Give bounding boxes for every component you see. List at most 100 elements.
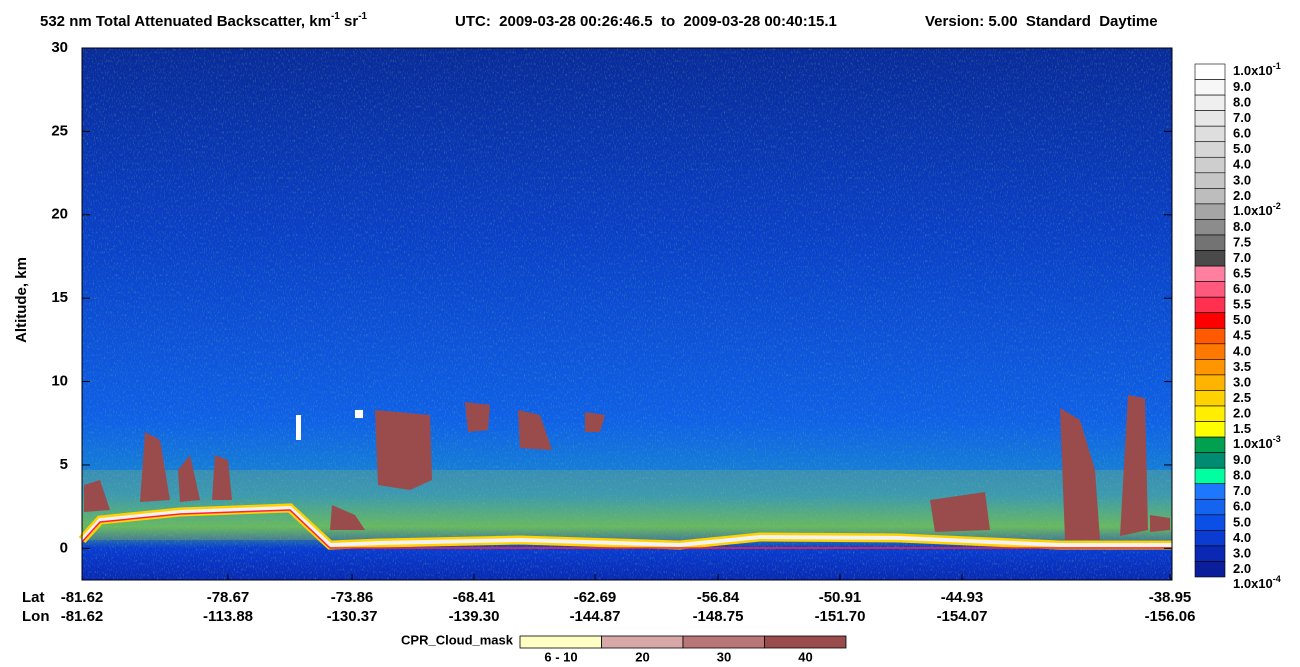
lon-tick-label: -139.30 [449, 608, 500, 625]
colorbar-label-base: 1.0x10 [1233, 576, 1273, 591]
colorbar-cell [1194, 483, 1226, 500]
colorbar-cell [1194, 405, 1226, 422]
colorbar-label: 7.0 [1233, 483, 1251, 498]
lon-tick-label: -113.88 [203, 608, 253, 625]
colorbar-cell [1194, 110, 1226, 127]
colorbar-label: 1.0x10-4 [1233, 574, 1281, 591]
lon-tick-label: -144.87 [570, 608, 621, 625]
colorbar-label: 7.0 [1233, 110, 1251, 125]
colorbar-label-sup: -4 [1273, 574, 1281, 584]
lat-tick-label: -50.91 [819, 589, 862, 606]
colorbar-cell [1194, 561, 1226, 578]
colorbar-cell [1194, 359, 1226, 376]
colorbar-cell [1194, 250, 1226, 267]
colorbar-cell [1194, 296, 1226, 314]
colorbar-label: 2.5 [1233, 390, 1251, 405]
mask-swatch [519, 635, 602, 649]
colorbar-label: 6.0 [1233, 281, 1251, 296]
colorbar-cell [1194, 141, 1226, 158]
colorbar-label: 4.0 [1233, 343, 1251, 358]
colorbar-label: 4.5 [1233, 328, 1251, 343]
lon-tick-label: -156.06 [1145, 608, 1196, 625]
colorbar-cell [1194, 374, 1226, 391]
mask-title: CPR_Cloud_mask [401, 632, 514, 647]
lat-tick-label: -68.41 [453, 589, 496, 606]
colorbar-cell [1194, 514, 1226, 531]
colorbar-label: 4.0 [1233, 530, 1251, 545]
colorbar-label: 1.0x10-1 [1233, 61, 1281, 78]
colorbar-cell [1194, 421, 1226, 438]
lat-tick-label: -81.62 [61, 589, 104, 606]
mask-label: 20 [635, 649, 649, 664]
colorbar-label: 9.0 [1233, 79, 1251, 94]
colorbar-label: 5.0 [1233, 141, 1251, 156]
colorbar-cell [1194, 234, 1226, 251]
colorbar-cell [1194, 498, 1226, 516]
colorbar-label: 2.0 [1233, 405, 1251, 420]
colorbar-cell [1194, 343, 1226, 360]
colorbar-cell [1194, 172, 1226, 189]
y-tick-label: 25 [51, 122, 68, 139]
colorbar-label: 5.0 [1233, 312, 1251, 327]
colorbar-cell [1194, 188, 1226, 205]
colorbar-label-sup: -2 [1273, 201, 1281, 211]
colorbar-label: 5.5 [1233, 297, 1251, 312]
y-tick-label: 5 [60, 456, 68, 473]
lon-tick-label: -130.37 [327, 608, 378, 625]
colorbar-label: 7.0 [1233, 250, 1251, 265]
plot-frame [81, 47, 1173, 581]
y-tick-label: 20 [51, 206, 68, 223]
colorbar-label-sup: -1 [1273, 61, 1281, 71]
colorbar-cell [1194, 63, 1226, 80]
lat-tick-label: -56.84 [697, 589, 740, 606]
colorbar-label: 3.0 [1233, 172, 1251, 187]
lon-label: Lon [22, 608, 50, 625]
y-tick-label: 0 [60, 539, 68, 556]
y-tick-label: 30 [51, 39, 68, 56]
colorbar-label: 1.0x10-2 [1233, 201, 1281, 218]
time-range: UTC: 2009-03-28 00:26:46.5 to 2009-03-28… [455, 13, 837, 30]
colorbar-label-base: 1.0x10 [1233, 63, 1273, 78]
colorbar-label-base: 1.0x10 [1233, 437, 1273, 452]
lat-tick-label: -62.69 [574, 589, 617, 606]
mask-label: 30 [717, 649, 731, 664]
chart-title: 532 nm Total Attenuated Backscatter, km-… [40, 11, 368, 30]
colorbar-cell [1194, 94, 1226, 111]
colorbar-label: 6.0 [1233, 499, 1251, 514]
mask-swatch [764, 635, 847, 649]
y-tick-label: 10 [51, 373, 68, 390]
colorbar-cell [1194, 545, 1226, 562]
colorbar-label: 1.5 [1233, 421, 1251, 436]
lat-tick-label: -38.95 [1149, 589, 1192, 606]
colorbar-label: 6.5 [1233, 266, 1251, 281]
colorbar-cell [1194, 79, 1226, 96]
colorbar-label: 5.0 [1233, 514, 1251, 529]
colorbar-cell [1194, 203, 1226, 220]
y-axis-label: Altitude, km [13, 257, 30, 343]
colorbar-cell [1194, 452, 1226, 469]
lon-tick-label: -148.75 [693, 608, 744, 625]
colorbar-label-sup: -3 [1273, 434, 1281, 444]
colorbar-cell [1194, 219, 1226, 236]
colorbar-label: 8.0 [1233, 95, 1251, 110]
colorbar-label: 9.0 [1233, 452, 1251, 467]
colorbar-cell [1194, 436, 1226, 453]
colorbar-cell [1194, 467, 1226, 485]
colorbar-label: 3.5 [1233, 359, 1251, 374]
colorbar-label-base: 1.0x10 [1233, 203, 1273, 218]
mask-swatch [682, 635, 765, 649]
mask-label: 6 - 10 [544, 649, 577, 664]
mask-swatch [601, 635, 684, 649]
colorbar-cell [1194, 327, 1226, 345]
colorbar-label: 2.0 [1233, 188, 1251, 203]
lat-tick-label: -44.93 [941, 589, 984, 606]
colorbar-cell [1194, 156, 1226, 174]
lon-tick-label: -154.07 [937, 608, 988, 625]
lon-tick-label: -81.62 [61, 608, 104, 625]
colorbar-cell [1194, 530, 1226, 547]
colorbar-cell [1194, 312, 1226, 329]
colorbar-label: 1.0x10-3 [1233, 434, 1281, 451]
lon-tick-label: -151.70 [815, 608, 866, 625]
y-tick-label: 15 [51, 289, 68, 306]
